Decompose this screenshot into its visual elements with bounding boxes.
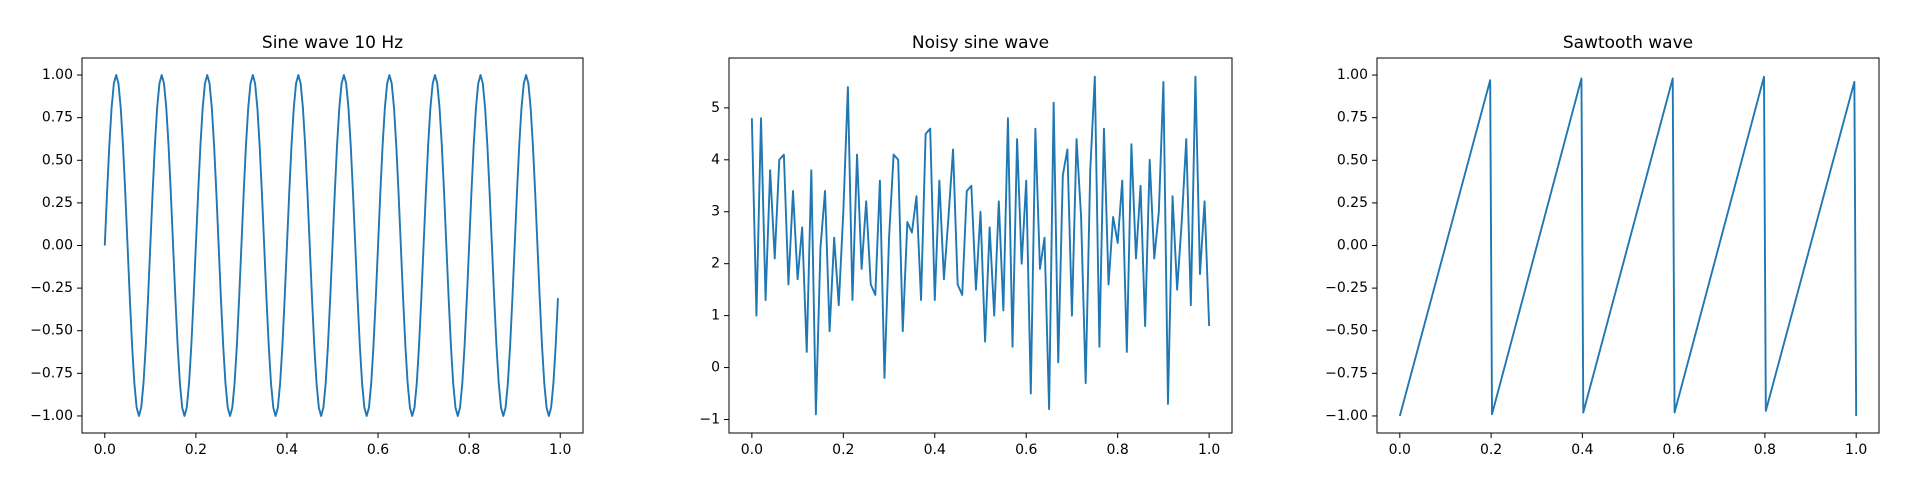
subplot: Sawtooth wave 0.0 0.2 0.4 0.6 0.8 1.0 −1.00 −0.7… — [1325, 33, 1880, 458]
x-tick-label: 0.2 — [832, 442, 854, 458]
y-tick-label: 1.00 — [42, 67, 73, 83]
x-tick-label: 0.4 — [924, 442, 946, 458]
x-tick-label: 1.0 — [1198, 442, 1220, 458]
y-tick-label: 0.75 — [42, 110, 73, 126]
subplot: Noisy sine wave 0.0 0.2 0.4 0.6 0.8 1.0 −1 0 1 2 3 4… — [699, 33, 1233, 458]
y-tick-label: 0.25 — [42, 195, 73, 211]
y-tick-label: 2 — [711, 256, 720, 272]
x-tick-label: 0.6 — [367, 442, 389, 458]
y-tick-label: 0 — [711, 360, 720, 376]
x-tick-label: 0.2 — [1480, 442, 1502, 458]
data-line — [1398, 75, 1858, 417]
y-tick-label: 0.50 — [42, 152, 73, 168]
axes-frame — [1376, 57, 1880, 434]
data-line — [750, 75, 1211, 416]
subplot: Sine wave 10 Hz 0.0 0.2 0.4 0.6 0.8 1.0 −1.00 −0… — [30, 33, 584, 458]
chart-title: Sine wave 10 Hz — [262, 33, 403, 53]
y-tick-label: −0.75 — [30, 365, 73, 381]
x-tick-label: 0.0 — [1389, 442, 1411, 458]
y-tick-label: 0.00 — [42, 238, 73, 254]
x-tick-label: 0.0 — [741, 442, 763, 458]
y-tick-label: 0.50 — [1337, 152, 1368, 168]
x-tick-label: 0.8 — [458, 442, 480, 458]
chart-title: Noisy sine wave — [912, 33, 1049, 53]
x-tick-label: 0.0 — [94, 442, 116, 458]
x-tick-label: 1.0 — [549, 442, 571, 458]
chart-title: Sawtooth wave — [1563, 33, 1693, 53]
y-tick-label: 0.00 — [1337, 238, 1368, 254]
y-tick-label: 3 — [711, 204, 720, 220]
x-tick-label: 0.8 — [1754, 442, 1776, 458]
data-line — [103, 74, 559, 417]
y-tick-label: 1.00 — [1337, 67, 1368, 83]
y-tick-label: −0.75 — [1325, 365, 1368, 381]
y-tick-label: −0.50 — [30, 323, 73, 339]
x-tick-label: 0.4 — [1571, 442, 1593, 458]
axes-frame — [81, 57, 584, 434]
x-tick-label: 0.4 — [276, 442, 298, 458]
y-tick-label: −0.50 — [1325, 323, 1368, 339]
x-tick-label: 0.2 — [185, 442, 207, 458]
y-tick-label: 1 — [711, 308, 720, 324]
x-tick-label: 0.6 — [1015, 442, 1037, 458]
y-tick-label: −0.25 — [30, 280, 73, 296]
y-tick-label: −1.00 — [30, 408, 73, 424]
y-tick-label: 5 — [711, 100, 720, 116]
y-tick-label: −1 — [699, 411, 720, 427]
y-tick-label: 0.25 — [1337, 195, 1368, 211]
x-tick-label: 0.8 — [1107, 442, 1129, 458]
y-tick-label: −0.25 — [1325, 280, 1368, 296]
x-tick-label: 1.0 — [1845, 442, 1867, 458]
y-tick-label: 0.75 — [1337, 110, 1368, 126]
y-tick-label: 4 — [711, 152, 720, 168]
axes-frame — [728, 57, 1233, 434]
y-tick-label: −1.00 — [1325, 408, 1368, 424]
x-tick-label: 0.6 — [1663, 442, 1685, 458]
